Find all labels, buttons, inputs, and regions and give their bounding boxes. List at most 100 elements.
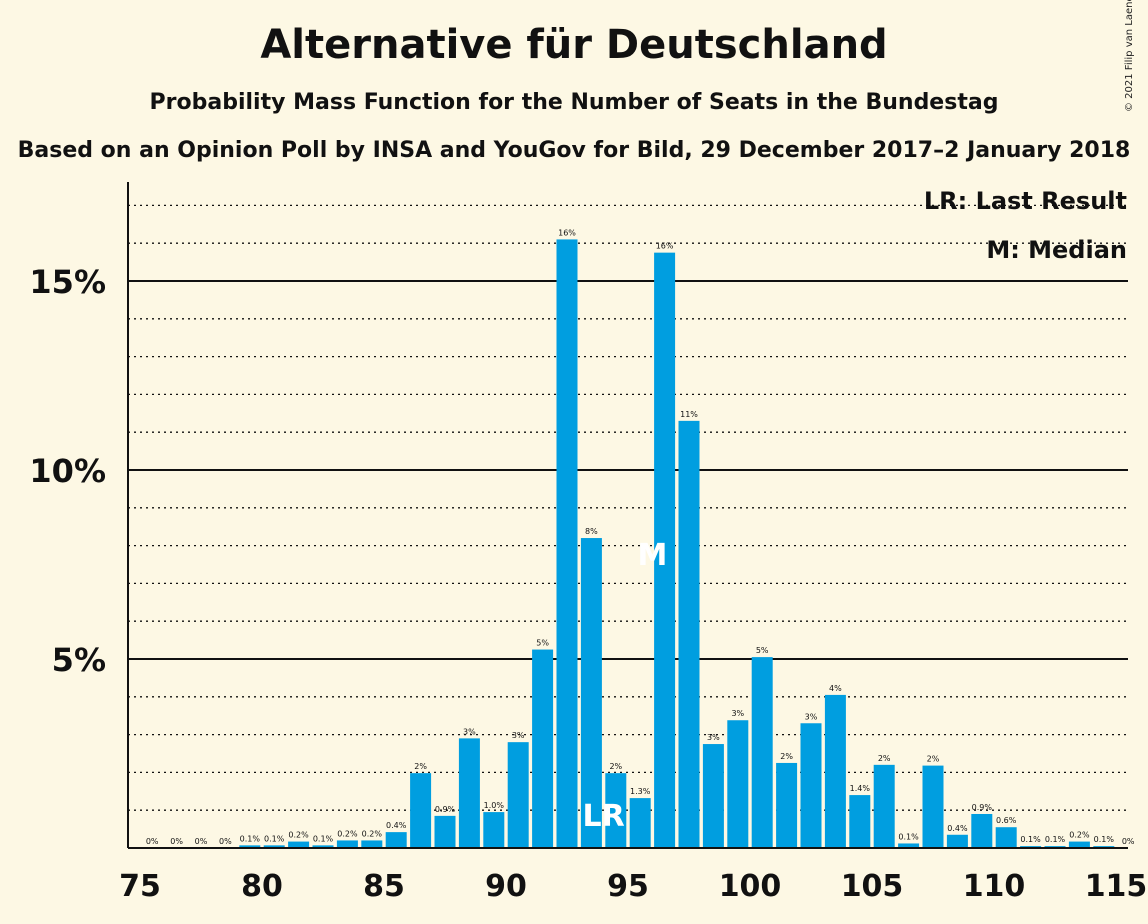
x-tick-label: 75: [119, 869, 161, 904]
bar-value-label: 0.6%: [996, 816, 1017, 825]
bar: [654, 252, 676, 848]
bar-value-label: 4%: [829, 684, 842, 693]
bar: [702, 744, 724, 848]
bar: [727, 720, 749, 848]
bar-value-label: 0.1%: [264, 834, 285, 843]
bar: [849, 795, 871, 848]
bar-value-label: 0.2%: [1069, 831, 1090, 840]
bar-value-label: 16%: [656, 242, 674, 251]
bar: [605, 773, 627, 848]
chart-subtitle: Probability Mass Function for the Number…: [149, 90, 999, 115]
bar-value-label: 0.2%: [337, 829, 358, 838]
bar: [434, 815, 456, 848]
bar-value-label: 2%: [780, 752, 793, 761]
x-tick-label: 85: [363, 869, 405, 904]
grid-lines: [128, 204, 1128, 811]
bar-value-label: 0.9%: [435, 805, 456, 814]
bar-value-label: 3%: [512, 731, 525, 740]
bar-value-label: 0.1%: [1094, 835, 1115, 844]
bar-value-label: 1.0%: [484, 801, 505, 810]
x-tick-label: 80: [241, 869, 283, 904]
bar-value-label: 3%: [707, 733, 720, 742]
y-tick-label: 10%: [29, 452, 106, 490]
bar: [1068, 841, 1090, 848]
bar: [678, 420, 700, 848]
legend-median: M: Median: [986, 236, 1127, 264]
bar-value-label: 0.9%: [972, 803, 993, 812]
bar-value-label: 2%: [609, 762, 622, 771]
bar-value-label: 5%: [756, 646, 769, 655]
bar-value-label: 2%: [878, 754, 891, 763]
bar: [458, 738, 480, 848]
median-marker: M: [637, 538, 667, 573]
bar: [336, 840, 358, 848]
x-tick-label: 90: [485, 869, 527, 904]
bar-value-label: 0.4%: [386, 821, 407, 830]
bar-value-label: 5%: [536, 639, 549, 648]
bar-value-label: 0.2%: [288, 831, 309, 840]
bar: [361, 840, 383, 848]
markers: LR M: [582, 538, 667, 834]
bar: [239, 845, 261, 848]
x-tick-label: 110: [963, 869, 1026, 904]
bar: [263, 845, 285, 848]
bar-value-label: 11%: [680, 410, 698, 419]
x-tick-label: 100: [719, 869, 782, 904]
bar: [410, 773, 432, 848]
bar-value-label: 8%: [585, 527, 598, 536]
bar: [288, 841, 310, 848]
bar: [751, 657, 773, 848]
bar-value-label: 0.1%: [240, 834, 261, 843]
bar-value-label: 3%: [731, 709, 744, 718]
bar: [946, 834, 968, 848]
bar: [312, 845, 334, 848]
bar-labels: 0% 0% 0% 0% 0.1% 0.1% 0.2% 0.1%0.2% 0.2%0.4%2%0.…: [146, 228, 1135, 846]
bar-value-label: 2%: [414, 762, 427, 771]
bar: [580, 538, 602, 848]
bar: [873, 764, 895, 848]
bar-value-label: 0.4%: [947, 824, 968, 833]
chart-title: Alternative für Deutschland: [260, 22, 888, 68]
bar: [800, 723, 822, 848]
bar: [922, 765, 944, 848]
chart-poll-source: Based on an Opinion Poll by INSA and You…: [17, 138, 1131, 163]
bar-value-label: 0%: [146, 837, 159, 846]
bar-value-label: 1.4%: [850, 784, 871, 793]
bar-value-label: 0.1%: [898, 832, 919, 841]
last-result-marker: LR: [582, 799, 624, 834]
bar-value-label: 0%: [170, 837, 183, 846]
bar-value-label: 0.1%: [1045, 835, 1066, 844]
bar-value-label: 3%: [463, 727, 476, 736]
bar: [898, 843, 920, 848]
y-tick-label: 5%: [52, 641, 106, 679]
bar-value-label: 1.3%: [630, 787, 651, 796]
bar: [971, 813, 993, 848]
axes: 5% 10% 15% 75 80 85 90 95 100 105 110 115: [29, 182, 1147, 904]
bar-value-label: 0.1%: [313, 834, 334, 843]
bar-value-label: 0%: [219, 837, 232, 846]
bar: [776, 762, 798, 848]
bar: [556, 239, 578, 849]
x-tick-label: 115: [1085, 869, 1148, 904]
bar: [483, 812, 505, 848]
bar: [385, 832, 407, 848]
bar: [824, 694, 846, 848]
bar-value-label: 2%: [927, 755, 940, 764]
bar: [532, 649, 554, 848]
bar: [629, 798, 651, 848]
bar: [995, 827, 1017, 848]
bar-value-label: 0.1%: [1020, 835, 1041, 844]
y-tick-label: 15%: [29, 263, 106, 301]
bar-value-label: 0%: [1122, 837, 1135, 846]
x-tick-label: 95: [607, 869, 649, 904]
legend-last-result: LR: Last Result: [924, 187, 1127, 215]
bar-value-label: 0%: [195, 837, 208, 846]
bar: [507, 742, 529, 848]
bars: [239, 239, 1115, 849]
bar-value-label: 0.2%: [362, 829, 383, 838]
x-tick-label: 105: [841, 869, 904, 904]
bar-value-label: 16%: [558, 228, 576, 237]
bar-value-label: 3%: [805, 712, 818, 721]
